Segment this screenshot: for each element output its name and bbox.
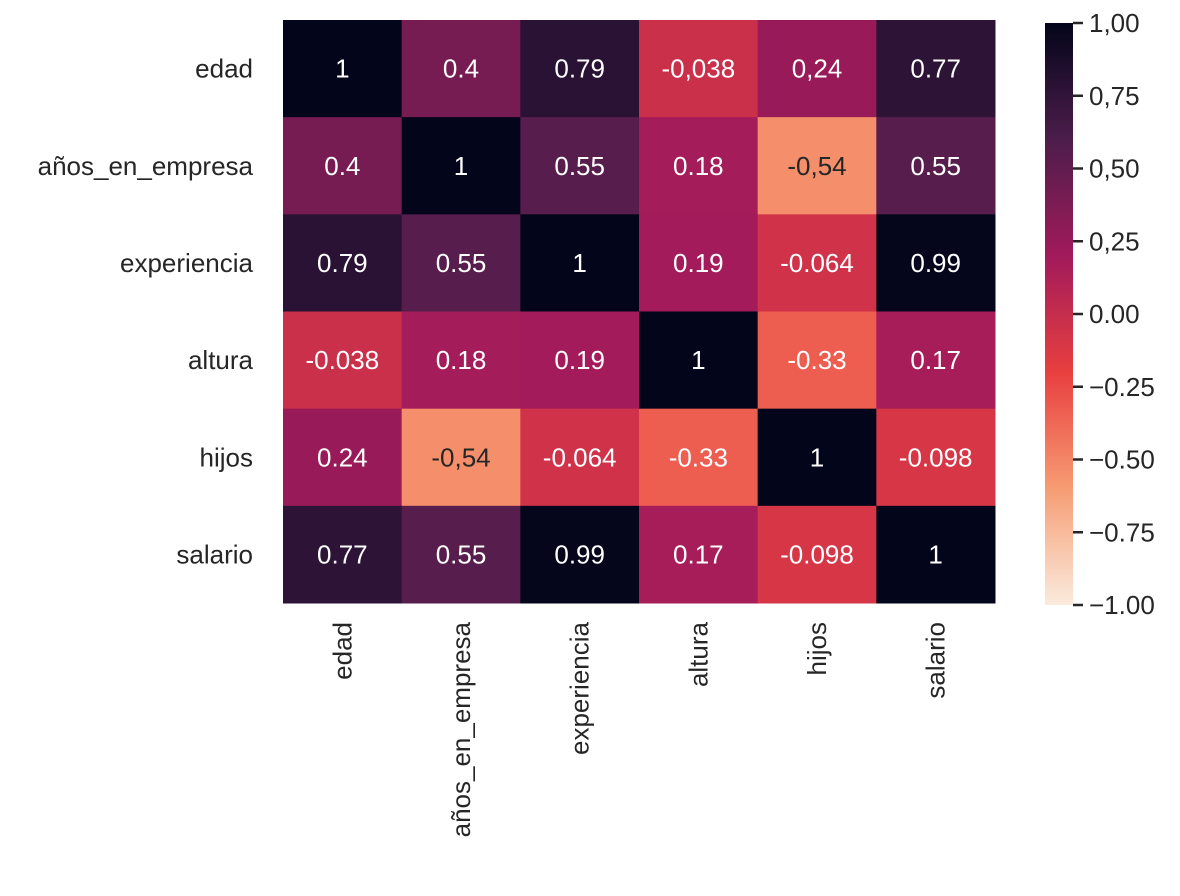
heatmap-cell: [876, 408, 996, 507]
heatmap-cell: [757, 20, 877, 118]
heatmap-cell: [639, 408, 759, 507]
cell-annotation: 0.19: [554, 345, 605, 375]
heatmap-cell: [520, 408, 640, 507]
cell-annotation: 0.77: [317, 539, 368, 569]
column-label: experiencia: [565, 621, 595, 755]
colorbar-tick-label: −1.00: [1089, 590, 1155, 620]
cell-annotation: 0.18: [673, 151, 724, 181]
heatmap-cell: [876, 214, 996, 312]
cell-annotation: 0.4: [443, 54, 479, 84]
heatmap-cell: [520, 311, 640, 410]
column-label: salario: [921, 622, 951, 699]
cell-annotation: 0.18: [436, 345, 487, 375]
row-label: salario: [176, 539, 253, 569]
row-label: edad: [195, 54, 253, 84]
cell-annotation: 0,24: [792, 54, 843, 84]
cell-annotation: -0,54: [431, 442, 490, 472]
row-label: años_en_empresa: [38, 151, 254, 181]
cell-annotation: 0.99: [554, 539, 605, 569]
cell-annotation: -0.038: [305, 345, 379, 375]
heatmap-cell: [520, 214, 640, 312]
cell-annotation: 0.55: [554, 151, 605, 181]
heatmap-cell: [876, 20, 996, 118]
column-label: altura: [683, 621, 713, 687]
heatmap-cell: [401, 408, 521, 507]
heatmap-cell: [283, 20, 403, 118]
colorbar-tick-label: −0.75: [1089, 517, 1155, 547]
column-labels: edad años_en_empresa experiencia altura hijo…: [327, 621, 950, 837]
colorbar-tick-label: 0,25: [1089, 226, 1140, 256]
row-label: altura: [188, 345, 254, 375]
cell-annotation: 0.19: [673, 248, 724, 278]
row-label: experiencia: [120, 248, 254, 278]
cell-annotation: -0.33: [787, 345, 846, 375]
cell-annotation: -0.33: [669, 442, 728, 472]
colorbar-gradient: [1045, 23, 1073, 605]
heatmap-cell: [757, 505, 877, 604]
colorbar-tick-label: −0.25: [1089, 372, 1155, 402]
cell-annotation: 0.79: [317, 248, 368, 278]
heatmap-cell: [283, 311, 403, 410]
cell-annotation: -0.064: [780, 248, 854, 278]
heatmap-cell: [520, 117, 640, 215]
heatmap-cell: [757, 214, 877, 312]
heatmap-cell: [401, 214, 521, 312]
heatmap-cell: [639, 311, 759, 410]
cell-annotation: 0.77: [910, 54, 961, 84]
heatmap-cell: [283, 505, 403, 604]
cell-annotation: -0.098: [899, 442, 973, 472]
heatmap-cells: 1 0.4 0.79 -0,038 0,24 0.77 0.4 1 0.55 0.18 -0,54 0…: [283, 20, 996, 604]
cell-annotation: 0.4: [324, 151, 360, 181]
column-label: hijos: [802, 622, 832, 675]
column-label: años_en_empresa: [446, 621, 476, 837]
colorbar: 1,00 0,75 0,50 0,25 0.00 −0.25 −0.50 −0.75 −1.00: [1045, 8, 1155, 620]
heatmap-cell: [757, 311, 877, 410]
heatmap-cell: [401, 20, 521, 118]
cell-annotation: 1: [691, 345, 705, 375]
cell-annotation: -0,54: [787, 151, 846, 181]
heatmap-cell: [283, 408, 403, 507]
colorbar-tick-label: 0,75: [1089, 81, 1140, 111]
heatmap-cell: [639, 20, 759, 118]
heatmap-cell: [757, 408, 877, 507]
row-label: hijos: [200, 442, 253, 472]
heatmap-cell: [639, 117, 759, 215]
cell-annotation: 0.17: [673, 539, 724, 569]
heatmap-cell: [401, 505, 521, 604]
cell-annotation: 0.55: [910, 151, 961, 181]
heatmap-cell: [283, 117, 403, 215]
heatmap-cell: [639, 505, 759, 604]
heatmap-cell: [876, 311, 996, 410]
colorbar-tick-label: 0,50: [1089, 154, 1140, 184]
cell-annotation: 1: [454, 151, 468, 181]
cell-annotation: -0.064: [543, 442, 617, 472]
heatmap-cell: [520, 505, 640, 604]
cell-annotation: 1: [572, 248, 586, 278]
cell-annotation: 0.55: [436, 539, 487, 569]
heatmap-cell: [401, 311, 521, 410]
cell-annotation: 0.17: [910, 345, 961, 375]
cell-annotation: 1: [810, 442, 824, 472]
colorbar-tick-label: −0.50: [1089, 445, 1155, 475]
cell-annotation: 1: [335, 54, 349, 84]
cell-annotation: 1: [928, 539, 942, 569]
cell-annotation: 0.24: [317, 442, 368, 472]
cell-annotation: 0.55: [436, 248, 487, 278]
colorbar-tick-label: 0.00: [1089, 299, 1140, 329]
cell-annotation: -0.098: [780, 539, 854, 569]
heatmap-cell: [639, 214, 759, 312]
cell-annotation: 0.79: [554, 54, 605, 84]
heatmap-cell: [876, 117, 996, 215]
heatmap-cell: [283, 214, 403, 312]
cell-annotation: 0.99: [910, 248, 961, 278]
heatmap-cell: [520, 20, 640, 118]
colorbar-tick-label: 1,00: [1089, 8, 1140, 38]
heatmap-cell: [876, 505, 996, 604]
row-labels: edad años_en_empresa experiencia altura hijo…: [38, 54, 254, 570]
heatmap-cell: [401, 117, 521, 215]
column-label: edad: [327, 622, 357, 680]
cell-annotation: -0,038: [661, 54, 735, 84]
heatmap-cell: [757, 117, 877, 215]
